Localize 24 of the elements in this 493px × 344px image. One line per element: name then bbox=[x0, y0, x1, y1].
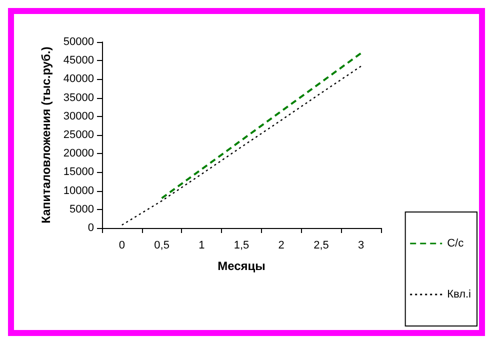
y-tick-label: 40000 bbox=[63, 73, 94, 86]
y-tick-label: 50000 bbox=[63, 36, 94, 48]
x-tick-label: 1 bbox=[198, 240, 205, 252]
y-tick-label: 35000 bbox=[63, 92, 94, 104]
y-tick-label: 15000 bbox=[63, 166, 94, 178]
y-tick-label: 45000 bbox=[63, 54, 94, 67]
x-tick-label: 2,5 bbox=[314, 240, 329, 252]
x-tick-label: 1,5 bbox=[234, 240, 250, 252]
line-series bbox=[121, 66, 362, 226]
y-tick-label: 25000 bbox=[63, 129, 94, 141]
legend-label: С/с bbox=[447, 238, 464, 250]
x-tick-label: 3 bbox=[358, 240, 364, 252]
x-tick-label: 0,5 bbox=[154, 240, 170, 252]
y-axis-title: Капиталовложения (тыс.руб.) bbox=[39, 46, 53, 224]
y-tick-label: 30000 bbox=[63, 110, 94, 122]
x-tick-label: 2 bbox=[278, 240, 284, 252]
y-tick-label: 5000 bbox=[70, 203, 94, 216]
line-series bbox=[160, 52, 362, 200]
x-axis-title: Месяцы bbox=[218, 259, 266, 273]
y-tick-label: 10000 bbox=[63, 184, 94, 197]
legend-label: Квл.i bbox=[447, 288, 472, 300]
y-tick-label: 20000 bbox=[63, 148, 94, 160]
y-tick-label: 0 bbox=[88, 222, 94, 234]
x-tick-label: 0 bbox=[118, 240, 125, 252]
